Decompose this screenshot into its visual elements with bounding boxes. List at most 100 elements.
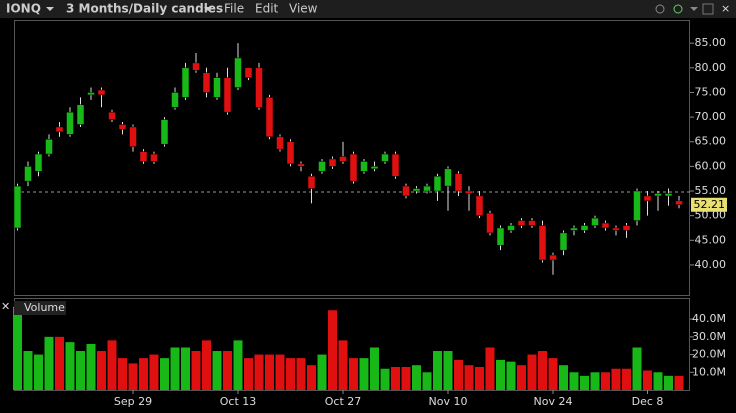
price-panel (14, 20, 690, 296)
candle-body (517, 220, 526, 226)
close-panel-icon[interactable]: ✕ (1, 300, 10, 313)
candle-body (381, 153, 389, 162)
volume-bar (212, 351, 222, 390)
y-tick-label: 70.00 (695, 110, 727, 123)
volume-bar (86, 343, 96, 390)
volume-bar (422, 372, 432, 390)
volume-bar (580, 375, 589, 390)
volume-bar (13, 306, 22, 390)
dropdown-arrow (690, 7, 698, 11)
volume-bar (328, 310, 337, 390)
volume-bar (244, 358, 253, 390)
x-tick-label: Sep 29 (114, 395, 152, 408)
volume-bar (622, 368, 631, 390)
candle-body (55, 126, 64, 133)
candle-body (549, 254, 557, 261)
candle-body (454, 173, 463, 192)
volume-bar (317, 354, 327, 390)
menu-file[interactable]: File (224, 2, 244, 16)
volume-bar (664, 375, 673, 390)
candle-body (171, 92, 179, 108)
candle-body (349, 153, 358, 182)
candle-body (76, 104, 85, 125)
dropdown-arrow (204, 7, 212, 11)
candle-body (538, 225, 547, 261)
candle-body (118, 124, 127, 130)
volume-bar (97, 351, 106, 390)
volume-bar (65, 342, 75, 390)
x-tick-label: Oct 13 (220, 395, 257, 408)
candle-body (34, 153, 43, 172)
candle-body (328, 158, 337, 167)
x-tick-label: Oct 27 (325, 395, 362, 408)
volume-bar (643, 370, 652, 390)
volume-bar (380, 368, 390, 390)
volume-bar (338, 340, 348, 390)
y-tick-label: 30.0M (692, 330, 726, 343)
candle-body (223, 77, 232, 113)
volume-bar (538, 351, 547, 390)
candle-body (402, 185, 410, 197)
last-price-label: 52.21 (694, 198, 726, 211)
candle-body (87, 92, 95, 96)
y-tick-label: 60.00 (695, 159, 727, 172)
candle-body (465, 190, 473, 194)
volume-bar (34, 354, 43, 390)
period[interactable]: 3 Months/Daily candles (66, 2, 223, 16)
candle-body (192, 62, 200, 71)
candle-body (370, 166, 379, 170)
candle-body (339, 156, 347, 162)
candle-body (307, 175, 316, 189)
volume-bar (506, 361, 516, 390)
toolbar (0, 0, 736, 18)
y-tick-label: 45.00 (695, 233, 727, 246)
close-icon[interactable]: × (721, 2, 730, 15)
candle-body (664, 193, 673, 197)
candle-body (433, 175, 442, 192)
volume-bar (223, 351, 232, 390)
candle-body (244, 67, 253, 78)
candle-body (150, 153, 158, 162)
volume-bar (349, 358, 358, 390)
menu-edit[interactable]: Edit (255, 2, 279, 16)
candle-body (486, 212, 494, 234)
volume-bar (548, 358, 558, 390)
settings-icon[interactable] (655, 4, 665, 14)
candle-body (601, 222, 610, 229)
volume-bar (181, 347, 190, 390)
symbol[interactable]: IONQ (6, 2, 41, 16)
candle-body (360, 161, 368, 172)
candle-body (286, 141, 295, 165)
menu-view[interactable]: View (289, 2, 318, 16)
link-icon[interactable] (673, 4, 683, 14)
volume-bar (254, 354, 264, 390)
volume-bar (275, 354, 285, 390)
volume-title-box (14, 301, 66, 315)
candle-body (297, 163, 305, 167)
volume-bar (128, 363, 138, 390)
candle-body (591, 217, 599, 226)
volume-bar (191, 351, 201, 390)
candle-body (622, 225, 631, 231)
candle-body (13, 185, 22, 229)
candle-body (654, 193, 662, 197)
candle-body (255, 67, 263, 108)
y-tick-label: 40.0M (692, 312, 726, 325)
candle-body (570, 227, 578, 231)
volume-bar (370, 347, 379, 390)
candle-body (675, 200, 683, 206)
candle-body (24, 166, 32, 182)
x-tick-label: Nov 24 (534, 395, 573, 408)
candle-body (612, 227, 620, 231)
volume-bar (464, 365, 474, 390)
candle-body (580, 225, 589, 231)
volume-bar (160, 358, 169, 390)
volume-bar (485, 347, 495, 390)
restore-icon[interactable] (702, 3, 714, 15)
candle-body (475, 195, 484, 216)
last-price-box (691, 197, 727, 212)
volume-bar (601, 372, 610, 390)
volume-bar (433, 351, 442, 390)
candle-body (265, 97, 274, 138)
